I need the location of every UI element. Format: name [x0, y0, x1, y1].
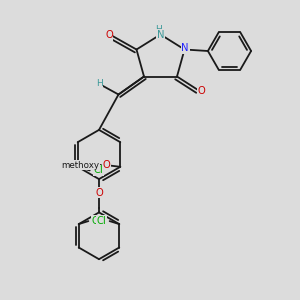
Text: O: O	[102, 160, 110, 170]
Text: Cl: Cl	[92, 216, 102, 226]
Text: Cl: Cl	[96, 216, 106, 226]
Text: N: N	[181, 43, 189, 53]
Text: O: O	[95, 188, 103, 198]
Text: N: N	[157, 29, 164, 40]
Text: H: H	[96, 79, 102, 88]
Text: O: O	[198, 86, 206, 96]
Text: methoxy: methoxy	[62, 161, 100, 170]
Text: O: O	[105, 30, 113, 40]
Text: H: H	[156, 25, 162, 34]
Text: Cl: Cl	[94, 165, 104, 176]
